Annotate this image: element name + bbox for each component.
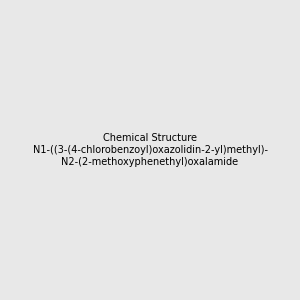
Text: Chemical Structure
N1-((3-(4-chlorobenzoyl)oxazolidin-2-yl)methyl)-
N2-(2-methox: Chemical Structure N1-((3-(4-chlorobenzo… bbox=[32, 134, 268, 166]
